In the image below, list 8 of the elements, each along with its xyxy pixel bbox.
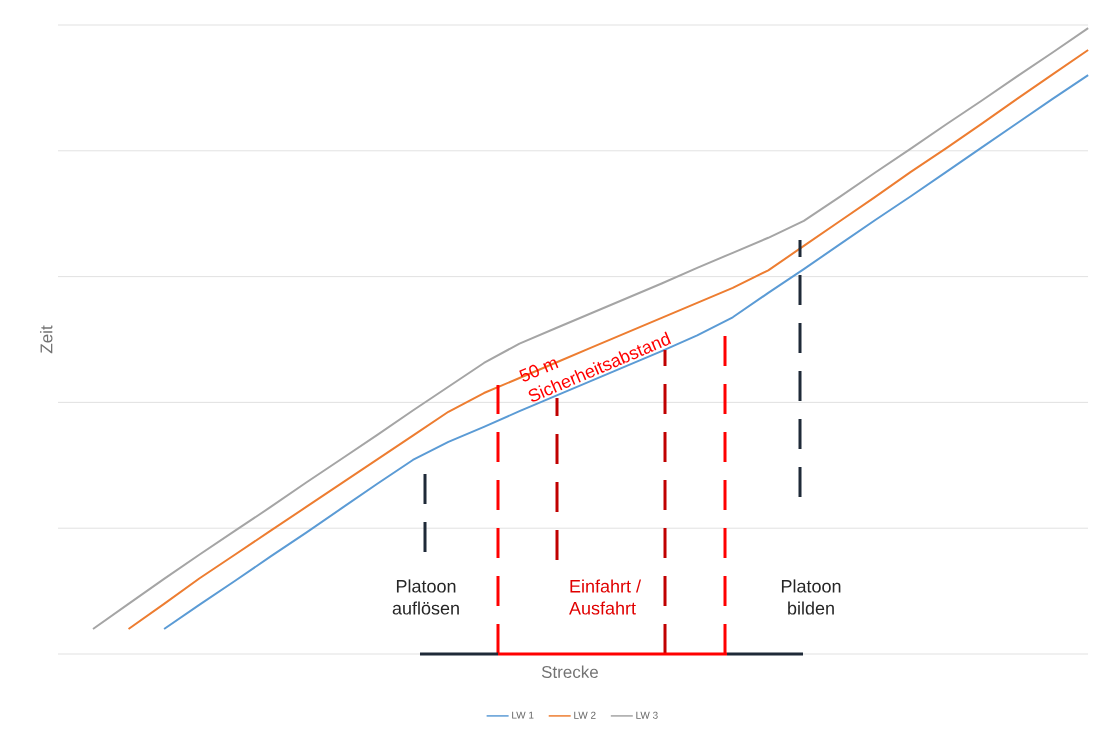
y-axis-title: Zeit [39,325,53,354]
annotation: Einfahrt / Ausfahrt [569,579,642,615]
annotation: Platoon bilden [781,579,841,615]
legend-label: LW 2 [574,711,596,719]
legend-label: LW 3 [636,711,658,719]
x-axis-title: Strecke [541,665,598,679]
legend-label: LW 1 [512,711,534,719]
annotation: Platoon auflösen [392,579,459,615]
